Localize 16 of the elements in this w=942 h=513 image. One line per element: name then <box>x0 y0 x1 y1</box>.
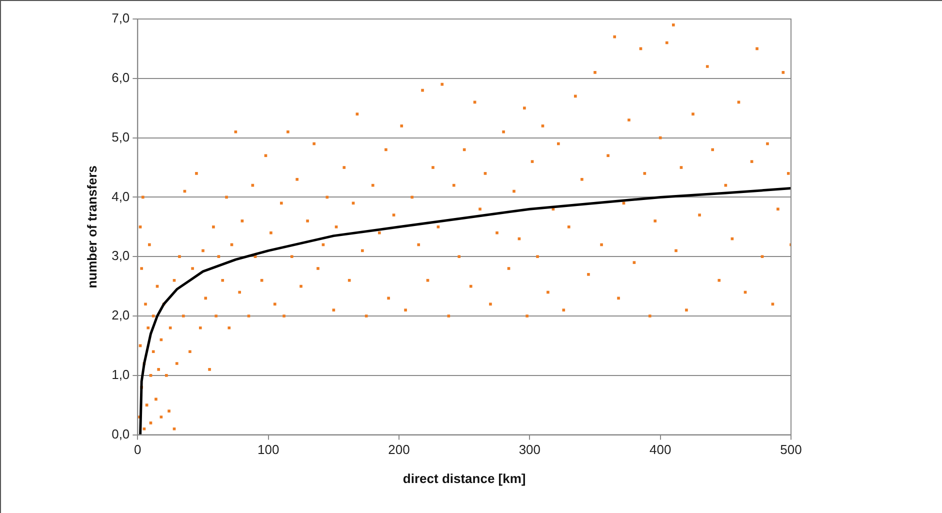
x-tick-label: 500 <box>780 442 802 458</box>
y-tick-label: 2,0 <box>112 308 130 323</box>
x-tick-label: 300 <box>518 442 541 458</box>
y-tick-label: 7,0 <box>112 10 130 26</box>
y-tick-label: 3,0 <box>112 248 130 264</box>
x-tick-label: 0 <box>134 442 142 458</box>
y-tick-label: 6,0 <box>112 70 130 85</box>
y-tick-label: 0,0 <box>112 426 130 442</box>
x-axis-title: direct distance [km] <box>402 470 526 486</box>
y-tick-label: 4,0 <box>112 188 130 204</box>
x-tick-label: 400 <box>649 442 672 458</box>
y-tick-label: 5,0 <box>112 129 130 144</box>
x-tick-label: 200 <box>388 442 410 458</box>
x-tick-label: 100 <box>257 442 280 458</box>
y-tick-label: 1,0 <box>112 366 130 382</box>
y-axis-title: number of transfers <box>84 165 100 288</box>
